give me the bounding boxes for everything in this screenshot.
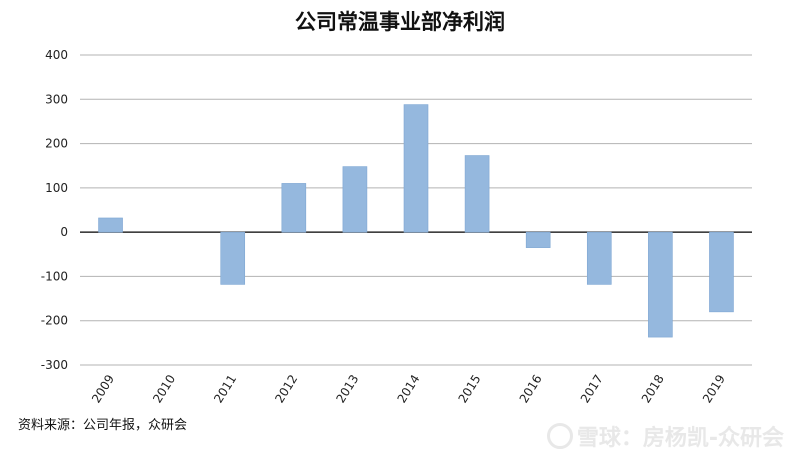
bar-2019 <box>709 231 734 313</box>
x-tick-label: 2011 <box>211 372 239 405</box>
x-tick-label: 2010 <box>150 372 178 405</box>
x-tick-label: 2018 <box>639 372 667 405</box>
chart-title: 公司常温事业部净利润 <box>295 10 505 34</box>
y-tick-label: -300 <box>41 358 68 372</box>
bar-2011 <box>220 231 246 285</box>
y-tick-label: 100 <box>45 181 68 195</box>
y-tick-label: -200 <box>41 314 68 328</box>
y-tick-label: 200 <box>45 137 68 151</box>
watermark: 雪球：房杨凯-众研会 <box>546 420 784 452</box>
bar-2017 <box>586 231 612 285</box>
x-tick-label: 2016 <box>517 372 545 405</box>
y-tick-label: 0 <box>60 225 68 239</box>
x-tick-label: 2013 <box>333 372 361 405</box>
snowball-logo-icon <box>546 423 573 449</box>
x-tick-label: 2014 <box>394 372 422 405</box>
bar-2018 <box>648 231 673 338</box>
x-tick-label: 2015 <box>456 372 484 405</box>
watermark-text: 雪球：房杨凯-众研会 <box>576 426 784 451</box>
source-note: 资料来源：公司年报，众研会 <box>18 418 188 433</box>
bar-2014 <box>403 104 429 233</box>
y-tick-label: 400 <box>45 48 68 62</box>
y-tick-label: -100 <box>41 269 68 283</box>
bar-2009 <box>98 217 123 233</box>
x-tick-label: 2017 <box>578 372 606 405</box>
x-tick-label: 2012 <box>272 372 300 405</box>
bar-2012 <box>281 183 307 233</box>
x-tick-label: 2009 <box>89 372 117 405</box>
bar-2013 <box>342 166 368 233</box>
bar-2016 <box>525 231 551 248</box>
x-tick-label: 2019 <box>700 372 728 405</box>
bar-2015 <box>464 155 490 233</box>
y-tick-label: 300 <box>45 92 68 106</box>
